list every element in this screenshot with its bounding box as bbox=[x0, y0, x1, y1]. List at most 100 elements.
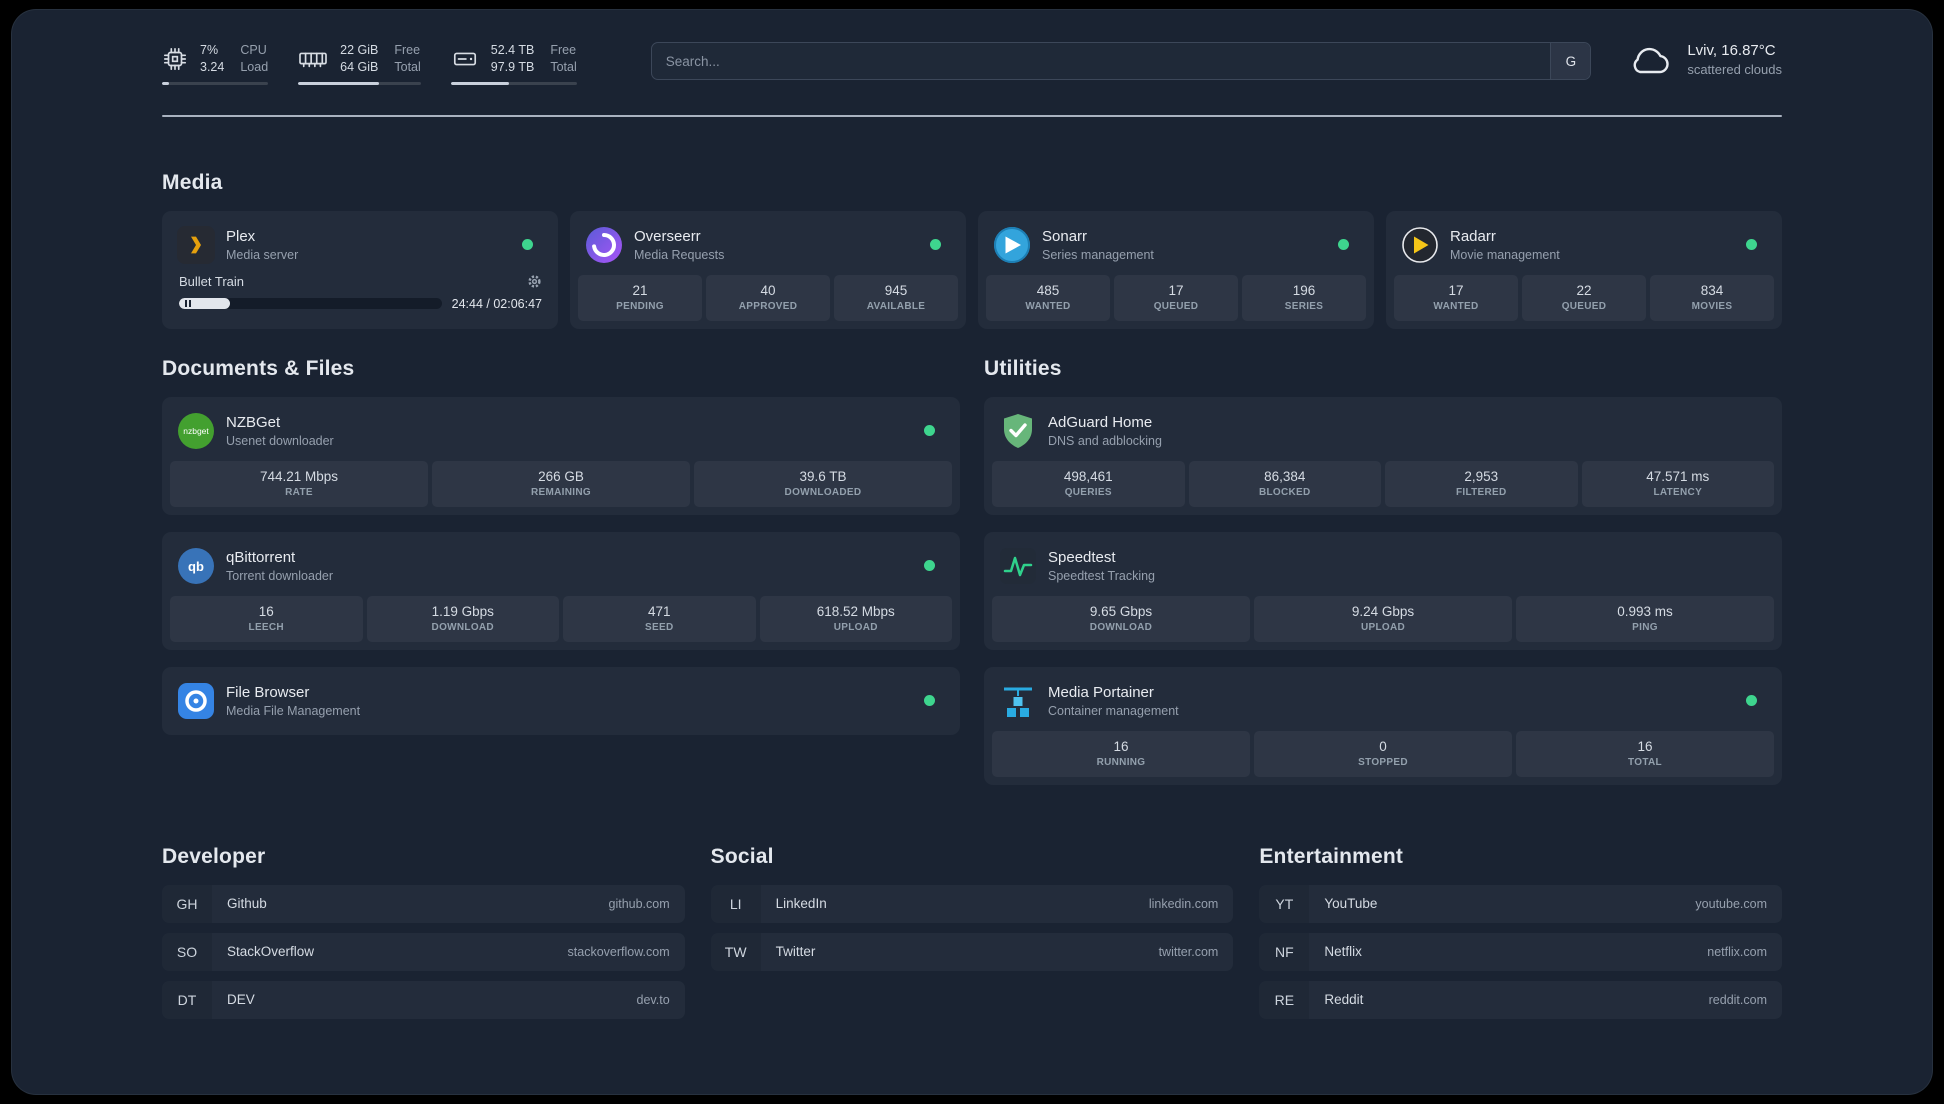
service-description: Media File Management bbox=[226, 703, 361, 718]
cloud-icon bbox=[1627, 43, 1673, 77]
bookmark-domain: youtube.com bbox=[1695, 896, 1767, 911]
service-card-sonarr[interactable]: Sonarr Series management 485 WANTED 17 Q… bbox=[978, 210, 1374, 329]
stat-value: 498,461 bbox=[1063, 468, 1113, 484]
service-card-speedtest[interactable]: Speedtest Speedtest Tracking 9.65 Gbps D… bbox=[984, 531, 1782, 650]
stat-label: QUEUED bbox=[1153, 300, 1199, 312]
service-description: Media server bbox=[226, 247, 299, 262]
stat-label: REMAINING bbox=[531, 486, 591, 498]
portainer-icon bbox=[999, 682, 1037, 720]
stat-value: 196 bbox=[1292, 282, 1316, 298]
service-card-nzbget[interactable]: nzbget NZBGet Usenet downloader 744.21 M… bbox=[162, 396, 960, 515]
service-card-overseerr[interactable]: Overseerr Media Requests 21 PENDING 40 A… bbox=[570, 210, 966, 329]
service-name: AdGuard Home bbox=[1048, 413, 1153, 431]
service-name: NZBGet bbox=[226, 413, 281, 431]
stat-upload: 9.24 Gbps UPLOAD bbox=[1254, 595, 1512, 642]
service-card-plex[interactable]: Plex Media server Bullet Train bbox=[162, 210, 558, 329]
bookmark-domain: twitter.com bbox=[1158, 944, 1219, 959]
service-card-adguard[interactable]: AdGuard Home DNS and adblocking 498,461 … bbox=[984, 396, 1782, 515]
weather-condition: scattered clouds bbox=[1687, 62, 1782, 77]
stat-filtered: 2,953 FILTERED bbox=[1385, 460, 1578, 507]
service-card-filebrowser[interactable]: File Browser Media File Management bbox=[162, 666, 960, 735]
bookmark-abbr: SO bbox=[162, 933, 212, 971]
service-card-qbittorrent[interactable]: qb qBittorrent Torrent downloader 16 LEE… bbox=[162, 531, 960, 650]
stat-blocked: 86,384 BLOCKED bbox=[1188, 460, 1381, 507]
stat-series: 196 SERIES bbox=[1242, 274, 1366, 321]
topbar: 7% 3.24 CPU Load bbox=[162, 10, 1782, 85]
search-input[interactable] bbox=[650, 42, 1592, 80]
bookmark-name: Github bbox=[227, 896, 267, 912]
service-description: Torrent downloader bbox=[226, 568, 334, 583]
now-playing-title: Bullet Train bbox=[179, 273, 245, 289]
stat-value: 2,953 bbox=[1464, 468, 1499, 484]
bookmark-reddit[interactable]: RE Reddit reddit.com bbox=[1259, 980, 1782, 1019]
bookmark-domain: netflix.com bbox=[1707, 944, 1767, 959]
memory-free-value: 22 GiB bbox=[340, 43, 379, 57]
topbar-divider bbox=[162, 114, 1782, 117]
search-bar: G bbox=[650, 42, 1592, 80]
bookmark-name: DEV bbox=[227, 992, 255, 1008]
dashboard: 7% 3.24 CPU Load bbox=[12, 10, 1932, 1094]
bookmark-abbr: TW bbox=[711, 933, 761, 971]
stat-value: 945 bbox=[884, 282, 908, 298]
qbittorrent-icon: qb bbox=[177, 547, 215, 585]
stat-label: STOPPED bbox=[1358, 756, 1408, 768]
bookmark-github[interactable]: GH Github github.com bbox=[162, 884, 685, 923]
service-name: Overseerr bbox=[634, 227, 701, 245]
sonarr-icon bbox=[993, 226, 1031, 264]
stat-label: BLOCKED bbox=[1258, 486, 1311, 498]
service-name: Speedtest bbox=[1048, 548, 1116, 566]
status-dot bbox=[522, 239, 533, 251]
bookmark-name: YouTube bbox=[1324, 896, 1378, 912]
stat-label: TOTAL bbox=[1628, 756, 1662, 768]
stat-available: 945 AVAILABLE bbox=[834, 274, 958, 321]
status-dot bbox=[1746, 239, 1757, 251]
service-name: Sonarr bbox=[1042, 227, 1088, 245]
stat-label: WANTED bbox=[1025, 300, 1071, 312]
status-dot bbox=[1338, 239, 1349, 251]
stat-value: 39.6 TB bbox=[799, 468, 847, 484]
search-provider-button[interactable]: G bbox=[1550, 43, 1591, 79]
bookmark-name: LinkedIn bbox=[775, 896, 827, 912]
stat-value: 9.24 Gbps bbox=[1351, 603, 1415, 619]
bookmark-netflix[interactable]: NF Netflix netflix.com bbox=[1259, 932, 1782, 971]
bookmark-stackoverflow[interactable]: SO StackOverflow stackoverflow.com bbox=[162, 932, 685, 971]
service-description: Speedtest Tracking bbox=[1048, 568, 1156, 583]
stat-value: 618.52 Mbps bbox=[816, 603, 895, 619]
stat-value: 16 bbox=[258, 603, 274, 619]
service-name: File Browser bbox=[226, 683, 310, 701]
bookmark-linkedin[interactable]: LI LinkedIn linkedin.com bbox=[711, 884, 1234, 923]
stat-label: DOWNLOAD bbox=[1089, 621, 1153, 633]
bookmark-abbr: LI bbox=[711, 885, 761, 923]
service-description: DNS and adblocking bbox=[1048, 433, 1162, 448]
service-card-radarr[interactable]: Radarr Movie management 17 WANTED 22 QUE… bbox=[1386, 210, 1782, 329]
pause-icon[interactable] bbox=[185, 300, 191, 308]
stat-seed: 471 SEED bbox=[563, 595, 756, 642]
bookmark-domain: github.com bbox=[608, 896, 670, 911]
memory-icon bbox=[298, 46, 328, 72]
stat-value: 485 bbox=[1036, 282, 1060, 298]
cpu-label-bottom: Load bbox=[240, 59, 269, 74]
bookmark-abbr: DT bbox=[162, 981, 212, 1019]
service-name: Radarr bbox=[1450, 227, 1496, 245]
stat-value: 0 bbox=[1379, 738, 1387, 754]
bookmark-name: Reddit bbox=[1324, 992, 1364, 1008]
section-title-media: Media bbox=[162, 170, 223, 194]
service-description: Media Requests bbox=[634, 247, 725, 262]
section-title-developer: Developer bbox=[162, 844, 266, 868]
svg-text:nzbget: nzbget bbox=[183, 426, 209, 436]
bookmark-dev[interactable]: DT DEV dev.to bbox=[162, 980, 685, 1019]
plex-icon bbox=[177, 225, 215, 264]
bookmark-youtube[interactable]: YT YouTube youtube.com bbox=[1259, 884, 1782, 923]
nzbget-icon: nzbget bbox=[177, 412, 215, 450]
gear-icon[interactable] bbox=[527, 274, 542, 289]
service-card-portainer[interactable]: Media Portainer Container management 16 … bbox=[984, 666, 1782, 785]
stat-wanted: 17 WANTED bbox=[1394, 274, 1518, 321]
bookmark-twitter[interactable]: TW Twitter twitter.com bbox=[711, 932, 1234, 971]
playback-progress-bar[interactable] bbox=[179, 298, 442, 310]
weather-widget[interactable]: Lviv, 16.87°C scattered clouds bbox=[1627, 42, 1782, 77]
stat-value: 86,384 bbox=[1264, 468, 1306, 484]
status-dot bbox=[1746, 695, 1757, 707]
bookmark-domain: dev.to bbox=[636, 992, 670, 1007]
overseerr-icon bbox=[585, 226, 623, 264]
disk-label-top: Free bbox=[550, 43, 577, 57]
